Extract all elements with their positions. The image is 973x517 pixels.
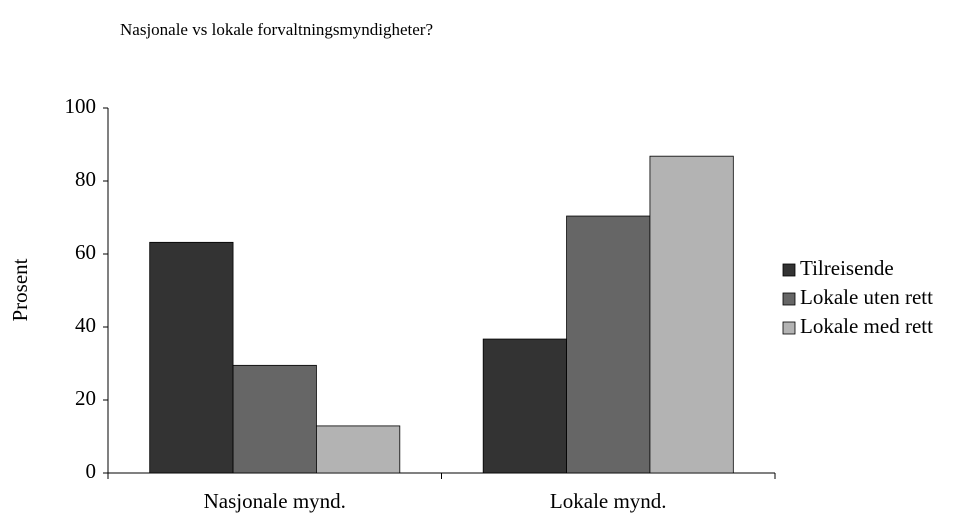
x-tick-label: Lokale mynd. [550,489,667,513]
y-tick-label: 20 [75,386,96,410]
chart-title: Nasjonale vs lokale forvaltningsmyndighe… [120,20,433,39]
bar [649,155,734,474]
legend-swatch [782,321,796,335]
y-tick-label: 0 [86,459,97,483]
y-tick-label: 100 [65,94,97,118]
legend-swatch [782,263,796,277]
y-tick-label: 60 [75,240,96,264]
bar [316,425,401,474]
bar [232,364,317,474]
legend-label: Lokale med rett [800,314,933,338]
legend-label: Lokale uten rett [800,285,933,309]
legend-swatch [782,292,796,306]
x-tick-label: Nasjonale mynd. [204,489,346,513]
y-tick-label: 40 [75,313,96,337]
bar [482,338,567,474]
y-axis-label: Prosent [8,258,32,321]
legend-label: Tilreisende [800,256,894,280]
bar [149,241,234,474]
y-tick-label: 80 [75,167,96,191]
bar [566,215,651,474]
